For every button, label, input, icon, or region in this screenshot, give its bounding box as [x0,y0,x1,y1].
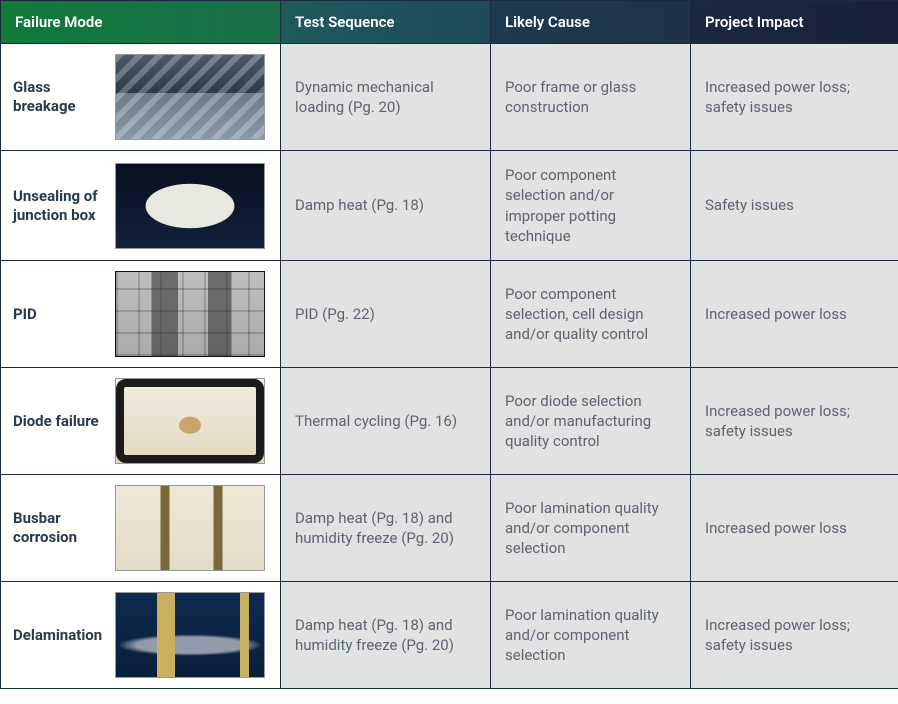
failure-mode-thumbnail [115,378,265,464]
table-row: Delamination Damp heat (Pg. 18) and humid… [1,582,898,689]
test-sequence-cell: Dynamic mechanical loading (Pg. 20) [281,44,491,151]
failure-mode-cell: Busbar corrosion [1,475,281,582]
failure-mode-thumbnail [115,485,265,571]
test-sequence-cell: PID (Pg. 22) [281,261,491,368]
failure-mode-label: Unsealing of junction box [13,187,105,225]
likely-cause-cell: Poor component selection, cell design an… [491,261,691,368]
failure-mode-thumbnail [115,54,265,140]
table-row: Busbar corrosion Damp heat (Pg. 18) and h… [1,475,898,582]
failure-mode-cell: Glass breakage [1,44,281,151]
failure-mode-label: PID [13,305,105,324]
test-sequence-cell: Damp heat (Pg. 18) [281,151,491,261]
failure-mode-label: Delamination [13,626,105,645]
table-body: Glass breakage Dynamic mechanical loading… [1,44,898,689]
table-row: Glass breakage Dynamic mechanical loading… [1,44,898,151]
project-impact-cell: Increased power loss; safety issues [691,368,898,475]
failure-mode-cell: Diode failure [1,368,281,475]
failure-mode-thumbnail [115,592,265,678]
table-header: Failure Mode Test Sequence Likely Cause … [1,1,898,44]
failure-mode-cell: Delamination [1,582,281,689]
failure-mode-label: Diode failure [13,412,105,431]
table-row: Diode failure Thermal cycling (Pg. 16)Poo… [1,368,898,475]
header-project-impact: Project Impact [691,1,898,44]
likely-cause-cell: Poor diode selection and/or manufacturin… [491,368,691,475]
failure-mode-thumbnail [115,163,265,249]
project-impact-cell: Increased power loss [691,475,898,582]
failure-mode-thumbnail [115,271,265,357]
failure-mode-label: Glass breakage [13,78,105,116]
test-sequence-cell: Thermal cycling (Pg. 16) [281,368,491,475]
failure-mode-cell: Unsealing of junction box [1,151,281,261]
project-impact-cell: Increased power loss [691,261,898,368]
project-impact-cell: Increased power loss; safety issues [691,44,898,151]
likely-cause-cell: Poor lamination quality and/or component… [491,582,691,689]
test-sequence-cell: Damp heat (Pg. 18) and humidity freeze (… [281,475,491,582]
project-impact-cell: Increased power loss; safety issues [691,582,898,689]
table-row: PID PID (Pg. 22)Poor component selection,… [1,261,898,368]
header-likely-cause: Likely Cause [491,1,691,44]
test-sequence-cell: Damp heat (Pg. 18) and humidity freeze (… [281,582,491,689]
failure-mode-table: Failure Mode Test Sequence Likely Cause … [0,0,898,689]
failure-mode-label: Busbar corrosion [13,509,105,547]
likely-cause-cell: Poor component selection and/or improper… [491,151,691,261]
likely-cause-cell: Poor lamination quality and/or component… [491,475,691,582]
header-failure-mode: Failure Mode [1,1,281,44]
header-test-sequence: Test Sequence [281,1,491,44]
likely-cause-cell: Poor frame or glass construction [491,44,691,151]
project-impact-cell: Safety issues [691,151,898,261]
failure-mode-cell: PID [1,261,281,368]
table-row: Unsealing of junction box Damp heat (Pg. … [1,151,898,261]
